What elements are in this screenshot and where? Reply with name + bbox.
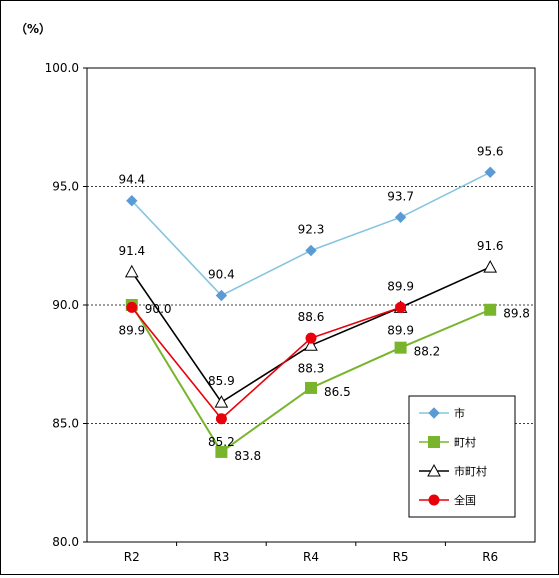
data-point xyxy=(214,395,229,408)
data-label: 95.6 xyxy=(477,144,504,158)
data-label: 88.6 xyxy=(298,310,325,324)
data-point xyxy=(215,445,228,458)
x-tick-label: R5 xyxy=(393,550,409,564)
legend-box xyxy=(408,395,516,518)
data-label: 88.2 xyxy=(414,345,441,359)
data-point xyxy=(484,166,496,178)
data-label: 91.6 xyxy=(477,239,504,253)
y-tick-label: 80.0 xyxy=(52,535,79,549)
data-label: 89.9 xyxy=(118,323,145,337)
data-point xyxy=(215,413,227,425)
legend-label: 全国 xyxy=(454,493,476,507)
y-tick-label: 100.0 xyxy=(45,61,79,75)
data-point xyxy=(484,303,497,316)
series-layer xyxy=(124,166,498,458)
data-point xyxy=(394,211,407,224)
data-point xyxy=(305,244,317,257)
data-label: 83.8 xyxy=(234,449,261,463)
data-point xyxy=(304,338,318,351)
series-line xyxy=(131,306,401,420)
unit-label: （%） xyxy=(15,21,51,36)
data-point xyxy=(124,264,139,278)
y-tick-label: 85.0 xyxy=(52,417,79,431)
data-label: 89.9 xyxy=(387,279,414,293)
x-tick-label: R2 xyxy=(124,550,140,564)
data-label: 93.7 xyxy=(387,189,414,203)
legend-label: 市 xyxy=(454,406,465,420)
legend-marker xyxy=(428,407,440,419)
x-tick-label: R3 xyxy=(213,550,229,564)
data-point xyxy=(395,301,407,313)
data-label: 91.4 xyxy=(118,244,145,258)
data-label: 89.8 xyxy=(503,307,530,321)
data-label: 94.4 xyxy=(118,173,145,187)
legend-label: 町村 xyxy=(454,435,476,449)
legend-marker xyxy=(428,436,440,448)
data-label: 90.4 xyxy=(208,268,235,282)
data-label: 89.9 xyxy=(387,323,414,337)
data-point xyxy=(126,195,138,207)
y-tick-label: 95.0 xyxy=(52,180,79,194)
data-point xyxy=(394,341,407,354)
x-tick-label: R4 xyxy=(303,550,319,564)
data-point xyxy=(305,332,317,344)
data-labels-layer: 94.4 90.4 92.3 93.7 95.6 90.0 83.8 86.5 88.2 89.8… xyxy=(118,144,529,463)
y-tick-label: 90.0 xyxy=(52,298,79,312)
axis-layer: 80.0 85.0 90.0 95.0 100.0 R2 R3 R4 R5 R6 xyxy=(45,61,536,564)
data-label: 92.3 xyxy=(298,222,325,236)
legend-marker xyxy=(427,463,441,477)
legend-marker xyxy=(428,494,440,506)
data-label: 88.3 xyxy=(298,361,325,375)
data-point xyxy=(215,289,228,302)
data-point xyxy=(483,260,498,273)
x-tick-label: R6 xyxy=(482,550,498,564)
legend-label: 市町村 xyxy=(454,464,487,478)
data-point xyxy=(305,381,317,394)
data-label: 85.9 xyxy=(208,374,235,388)
data-point xyxy=(126,301,138,313)
data-label: 90.0 xyxy=(145,302,172,316)
data-label: 85.2 xyxy=(208,435,235,449)
data-label: 86.5 xyxy=(324,385,351,399)
